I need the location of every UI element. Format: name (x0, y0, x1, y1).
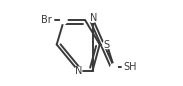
Circle shape (111, 64, 117, 70)
Circle shape (61, 17, 67, 24)
Circle shape (75, 67, 82, 74)
Text: S: S (104, 40, 110, 50)
Circle shape (103, 40, 111, 49)
Text: SH: SH (123, 62, 137, 72)
Text: N: N (74, 66, 82, 76)
Text: N: N (90, 13, 97, 23)
Circle shape (89, 15, 96, 22)
Text: Br: Br (41, 15, 52, 25)
